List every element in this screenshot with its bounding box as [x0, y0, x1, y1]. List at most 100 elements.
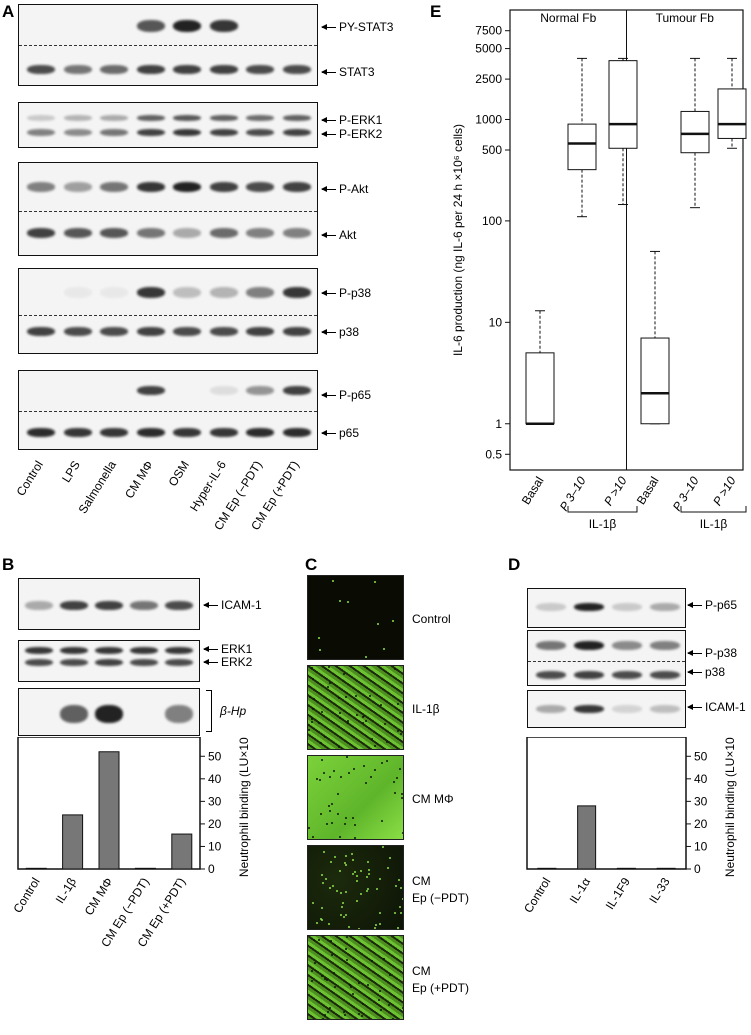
box-3 [608, 57, 638, 206]
blot-band [27, 129, 55, 136]
blot-label-b-3: ERK2 [203, 655, 252, 669]
cell-dot [329, 939, 332, 942]
cell-dot [392, 781, 395, 784]
cell-dot [323, 1014, 326, 1017]
blot-label-text: Akt [339, 228, 357, 242]
blot-band [612, 641, 642, 650]
cell-dot [312, 938, 315, 941]
blot-label-text: P-p38 [705, 646, 738, 660]
cell-dot [334, 986, 337, 989]
cell-dot [353, 870, 356, 873]
cell-dot [317, 636, 320, 639]
x-tick-label: IL-1α [567, 875, 594, 906]
blot-band [27, 65, 55, 74]
blot-band [60, 601, 88, 610]
cell-dot [351, 858, 354, 861]
blot-band [27, 182, 55, 192]
blot-label-d-1: P-p65 [687, 598, 738, 612]
cell-dot [396, 702, 399, 705]
blot-band [165, 705, 193, 723]
cell-dot [348, 772, 351, 775]
blot-band [209, 287, 238, 298]
cell-dot [389, 974, 392, 977]
cell-dot [314, 962, 317, 965]
blot-label-a-7: P-p38 [321, 286, 371, 300]
cell-dot [340, 892, 343, 895]
blot-band [650, 603, 680, 611]
box-2 [567, 57, 597, 218]
cell-dot [330, 860, 333, 863]
x-tick-label: IL-33 [646, 875, 673, 906]
cell-dot [353, 837, 356, 839]
blot-band [536, 641, 566, 650]
cell-dot [378, 912, 381, 915]
cell-dot [338, 717, 341, 720]
y-axis-label: Neutrophil binding (LU×10⁷) [237, 737, 251, 877]
blot-label-text: P-p65 [705, 598, 738, 612]
arrow-icon [321, 329, 336, 336]
blot-band [173, 115, 201, 121]
blot-band [246, 327, 274, 336]
x-tick-label: Control [521, 875, 553, 915]
arrow-icon [687, 650, 702, 657]
blot-band [25, 659, 53, 666]
arrow-icon [687, 602, 702, 609]
micrograph-label-1: Control [412, 611, 451, 628]
y-tick-label: 0 [208, 862, 215, 876]
y-tick-label: 1 [495, 417, 502, 431]
lane-label-a: OSM [165, 458, 192, 489]
x-tick-label: CM MΦ [82, 875, 116, 918]
blot-band [100, 129, 128, 136]
blot-band [209, 327, 238, 336]
cell-dot [374, 581, 377, 584]
blot-panel-a-4 [18, 268, 318, 354]
cell-dot [313, 698, 316, 701]
cell-dot [393, 792, 396, 795]
micrograph-label-line: CM MΦ [412, 792, 454, 806]
micrograph-1 [307, 575, 404, 660]
cell-dot [338, 696, 341, 699]
cell-dot [373, 744, 376, 747]
blot-label-d-2: P-p38 [687, 646, 738, 660]
box-6 [717, 57, 747, 149]
cell-dot [328, 922, 331, 925]
cell-dot [350, 986, 353, 989]
cell-dot [345, 890, 348, 893]
blot-band [95, 601, 123, 610]
blot-band [282, 115, 311, 121]
cell-dot [322, 1017, 325, 1019]
cell-dot [374, 927, 377, 929]
cell-dot [367, 873, 370, 876]
cell-dot [308, 827, 311, 830]
micrograph-2 [307, 665, 404, 750]
y-tick-label: 0 [694, 862, 701, 876]
panel-e-box-plot: Normal Fb Tumour Fb 0.5 1 10 100 500 1000 2500 50… [451, 9, 747, 531]
y-tick-label: 1000 [475, 112, 502, 126]
blot-label-a-3: P-ERK1 [321, 113, 383, 127]
arrow-icon [203, 659, 218, 666]
blot-label-a-1: PY-STAT3 [321, 20, 393, 34]
blot-band [136, 182, 165, 192]
blot-band [650, 705, 680, 713]
bar [171, 833, 193, 870]
bar [537, 867, 557, 870]
cell-dot [360, 892, 363, 895]
blot-band [27, 115, 55, 121]
cell-dot [326, 978, 329, 981]
blot-band [100, 115, 128, 121]
arrow-icon [203, 646, 218, 653]
cell-dot [329, 886, 332, 889]
y-tick-label: 20 [208, 817, 222, 831]
y-tick-label: 10 [694, 839, 708, 853]
cell-dot [370, 960, 373, 963]
cell-dot [341, 901, 344, 904]
x-tick-label: IL-1F9 [603, 875, 633, 912]
cell-dot [347, 926, 350, 929]
cell-dot [369, 776, 372, 779]
blot-band [173, 428, 201, 437]
cell-dot [330, 822, 333, 825]
micrograph-label-5: CM Ep (+PDT) [412, 963, 469, 997]
x-tick-label: P 3–10 [670, 474, 702, 514]
blot-label-text: P-ERK1 [339, 113, 383, 127]
blot-panel-a-5 [18, 370, 318, 450]
